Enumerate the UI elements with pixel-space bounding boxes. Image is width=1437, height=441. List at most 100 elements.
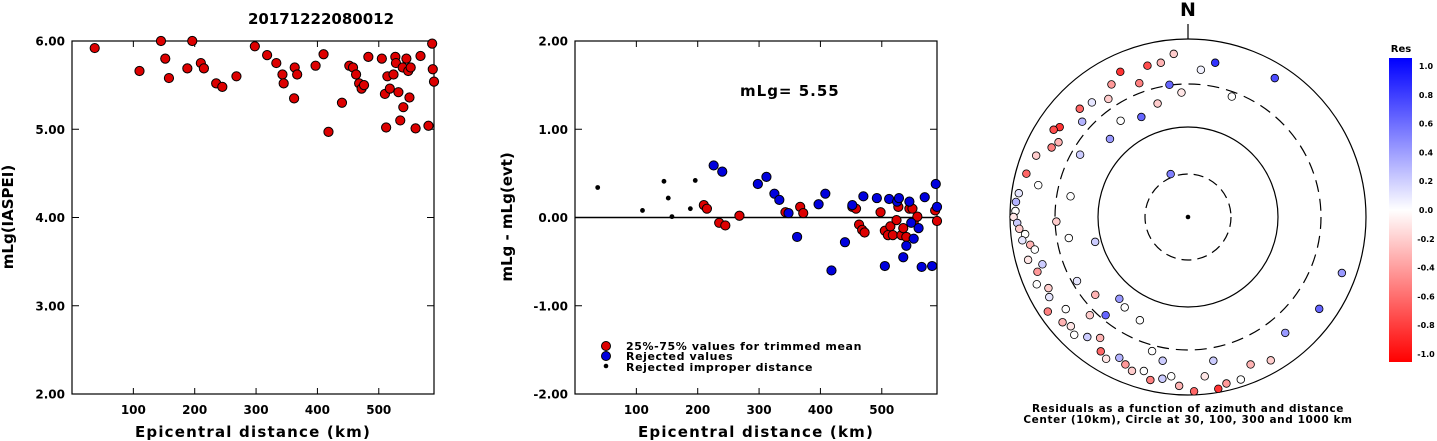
polar-station-point <box>1266 356 1275 365</box>
middle-x-axis-label: Epicentral distance (km) <box>638 423 874 441</box>
middle-point-series-0 <box>912 211 923 222</box>
middle-point-series-1 <box>893 192 905 204</box>
colorbar-tick-label: 0.0 <box>1419 206 1434 215</box>
polar-station-point <box>1049 125 1058 134</box>
middle-point-series-1 <box>930 178 941 190</box>
left-point-series-0 <box>393 87 404 98</box>
left-point-series-0 <box>350 69 362 80</box>
polar-station-point <box>1032 280 1041 289</box>
legend-marker-improper <box>603 363 609 369</box>
polar-station-point <box>1014 189 1023 198</box>
polar-station-point <box>1139 366 1149 376</box>
middle-x-tick-label: 100 <box>624 403 649 417</box>
polar-station-point <box>1135 316 1145 325</box>
page-title: 20171222080012 <box>248 10 394 28</box>
polar-station-point <box>1211 58 1220 67</box>
colorbar-tick-label: 0.4 <box>1419 148 1434 157</box>
center-point <box>1185 214 1191 220</box>
middle-axis-ticks: 100 200 300 400 500 -2.00 -1.00 0.00 1.00 2.00 <box>533 35 937 417</box>
polar-station-point <box>1115 294 1124 304</box>
left-point-series-0 <box>415 50 426 62</box>
colorbar-tick-label: -1.0 <box>1417 350 1435 359</box>
middle-point-series-1 <box>858 191 869 202</box>
polar-station-point <box>1189 387 1199 396</box>
polar-station-point <box>1200 372 1209 381</box>
polar-data-points <box>1009 49 1347 396</box>
polar-station-point <box>1127 366 1137 376</box>
left-point-series-0 <box>155 35 167 47</box>
colorbar-tick-label: -0.8 <box>1417 321 1435 330</box>
left-x-tick-label: 100 <box>121 403 146 417</box>
polar-station-point <box>1066 322 1076 331</box>
middle-point-series-1 <box>904 196 915 207</box>
polar-station-point <box>1043 307 1053 316</box>
left-point-series-0 <box>404 92 415 103</box>
middle-point-series-1 <box>847 200 858 211</box>
polar-station-point <box>1087 98 1097 107</box>
colorbar-tick-label: 0.2 <box>1419 177 1433 186</box>
middle-point-series-1 <box>906 217 917 228</box>
polar-station-point <box>1101 354 1111 364</box>
middle-point-series-0 <box>859 227 870 238</box>
left-x-tick-label: 500 <box>366 403 391 417</box>
left-data-points <box>89 35 440 137</box>
polar-station-point <box>1030 245 1039 254</box>
left-x-axis-label: Epicentral distance (km) <box>135 423 371 441</box>
middle-plot: 100 200 300 400 500 -2.00 -1.00 0.00 1.00 2.00 mL… <box>498 35 943 441</box>
polar-station-point <box>1045 292 1054 302</box>
polar-plot: N Residuals as a function of azimuth and… <box>1009 0 1367 426</box>
middle-point-series-1 <box>820 188 831 199</box>
circle-30km <box>1144 173 1232 261</box>
colorbar-tick-label: 1.0 <box>1419 62 1434 71</box>
middle-point-series-2 <box>640 208 645 213</box>
polar-station-point <box>1015 224 1024 233</box>
colorbar-tick-label: 0.6 <box>1419 120 1434 129</box>
middle-point-series-0 <box>891 215 902 226</box>
polar-station-point <box>1167 372 1176 381</box>
left-y-tick-label: 5.00 <box>35 123 65 137</box>
polar-station-point <box>1137 112 1146 122</box>
polar-station-point <box>1070 330 1079 339</box>
polar-station-point <box>1061 304 1070 314</box>
polar-station-point <box>1166 169 1175 179</box>
polar-station-point <box>1135 78 1144 88</box>
left-axis-ticks: 100 200 300 400 500 2.00 3.00 4.00 5.00 6.00 <box>35 35 434 417</box>
polar-station-point <box>1083 332 1092 342</box>
left-point-series-0 <box>163 72 175 84</box>
left-point-series-0 <box>395 115 406 126</box>
polar-station-point <box>1116 116 1125 125</box>
left-point-series-0 <box>160 53 171 64</box>
middle-x-tick-label: 200 <box>685 403 710 417</box>
middle-point-series-2 <box>669 214 675 220</box>
left-point-series-0 <box>318 49 329 60</box>
middle-point-series-1 <box>813 199 824 210</box>
residual-colorbar: Res 1.0 0.8 0.6 0.4 0.2 0.0 -0.2 -0.4 -0.6 -0.8 -1… <box>1389 44 1435 362</box>
left-point-series-0 <box>423 120 434 131</box>
middle-y-tick-label: 0.00 <box>538 211 568 225</box>
middle-point-series-1 <box>898 252 909 263</box>
polar-station-point <box>1072 276 1082 286</box>
polar-station-point <box>1105 134 1115 144</box>
left-point-series-0 <box>401 53 412 64</box>
left-point-series-0 <box>217 81 228 92</box>
left-point-series-0 <box>289 93 300 104</box>
polar-station-point <box>1246 360 1255 369</box>
polar-station-point <box>1033 267 1042 276</box>
left-point-series-0 <box>405 62 416 73</box>
legend-label-trimmed: 25%-75% values for trimmed mean <box>626 340 862 353</box>
middle-point-series-0 <box>720 220 731 231</box>
left-point-series-0 <box>89 42 100 54</box>
middle-point-series-2 <box>665 195 671 201</box>
middle-y-tick-label: -2.00 <box>533 388 568 402</box>
middle-x-tick-label: 300 <box>747 403 772 417</box>
polar-station-point <box>1011 197 1021 207</box>
polar-station-point <box>1174 381 1184 391</box>
left-x-tick-label: 200 <box>182 403 207 417</box>
polar-station-point <box>1120 303 1129 312</box>
middle-point-series-1 <box>916 261 927 273</box>
left-point-series-0 <box>187 35 198 47</box>
left-point-series-0 <box>388 69 399 80</box>
middle-point-series-0 <box>701 203 713 214</box>
legend-label-improper: Rejected improper distance <box>626 361 813 374</box>
polar-station-point <box>1147 346 1157 356</box>
